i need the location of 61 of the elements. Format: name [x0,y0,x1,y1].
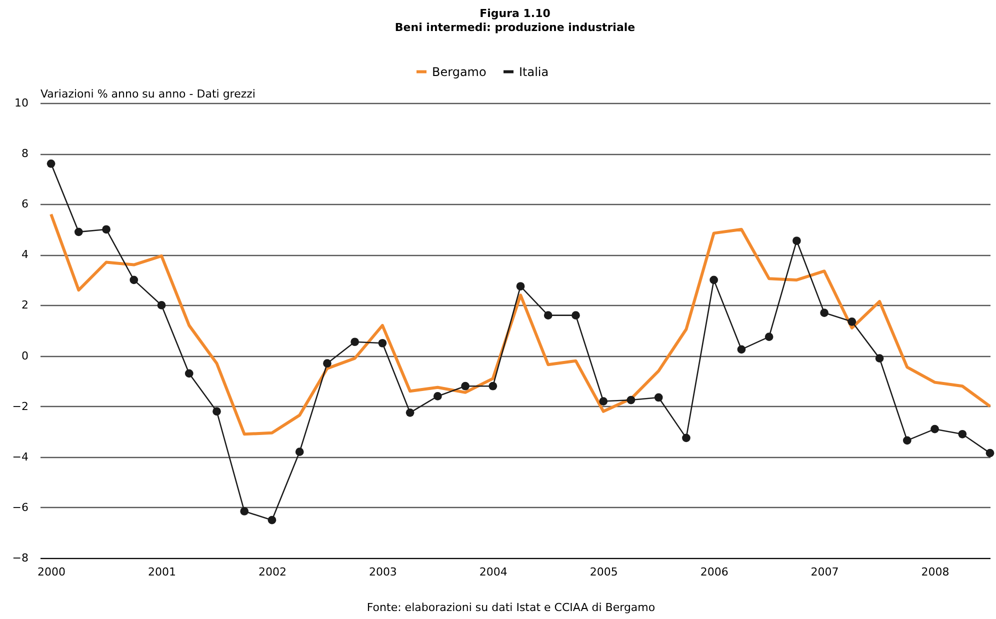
x-tick-label: 2006 [700,566,728,578]
point [544,311,552,320]
y-tick-label: 10 [14,96,28,110]
y-axis-title: Variazioni % anno su anno - Dati grezzi [40,88,256,100]
point [74,228,83,236]
point [902,436,912,445]
y-tick-label: 0 [22,349,28,362]
point [848,317,856,326]
y-tick-label: 4 [22,248,28,262]
chart-subtitle: Beni intermedi: produzione industriale [394,21,636,34]
x-tick-label: 2007 [810,566,839,578]
line-series [50,212,992,436]
y-tick-label: −8 [12,552,28,564]
point [102,225,110,234]
point [323,359,332,368]
point [820,308,828,317]
point [406,408,414,417]
x-tick-label: 2008 [921,566,950,578]
point [240,507,249,516]
point [572,311,580,320]
source-note: Fonte: elaborazioni su dati Istat e CCIAA di Bergamo [366,601,656,614]
point [930,424,939,434]
chart-title: Figura 1.10 [480,7,551,20]
x-tick-label: 2002 [258,566,286,578]
point [792,236,801,245]
point [516,282,525,290]
point [212,407,221,416]
point [433,392,442,400]
point [682,434,690,442]
point [710,276,718,284]
point [295,448,304,456]
y-tick-label: 2 [22,298,28,312]
point [599,397,608,406]
x-tick-label: 2005 [590,566,618,578]
y-tick-label: −6 [12,500,28,514]
point [46,159,56,168]
point [764,332,774,341]
x-tick-label: 2003 [368,566,397,578]
point [378,338,387,348]
x-tick-label: 2001 [148,566,176,578]
x-tick-label: 2000 [38,566,66,578]
x-tick-label: 2004 [479,566,508,578]
legend-label: Bergamo [432,64,486,79]
point [737,345,746,354]
point [626,396,636,404]
legend-label: Italia [519,64,549,79]
point [130,276,138,284]
point [958,430,967,438]
point [488,382,498,390]
y-tick-label: 6 [22,198,28,211]
point [184,369,194,378]
point [268,516,276,524]
point [350,338,360,346]
point [986,448,994,458]
point [875,354,884,362]
y-tick-label: 8 [22,147,28,160]
point [461,382,470,390]
y-tick-label: −2 [12,400,28,413]
point [654,393,663,402]
y-tick-label: −4 [12,450,28,464]
point [157,301,166,310]
